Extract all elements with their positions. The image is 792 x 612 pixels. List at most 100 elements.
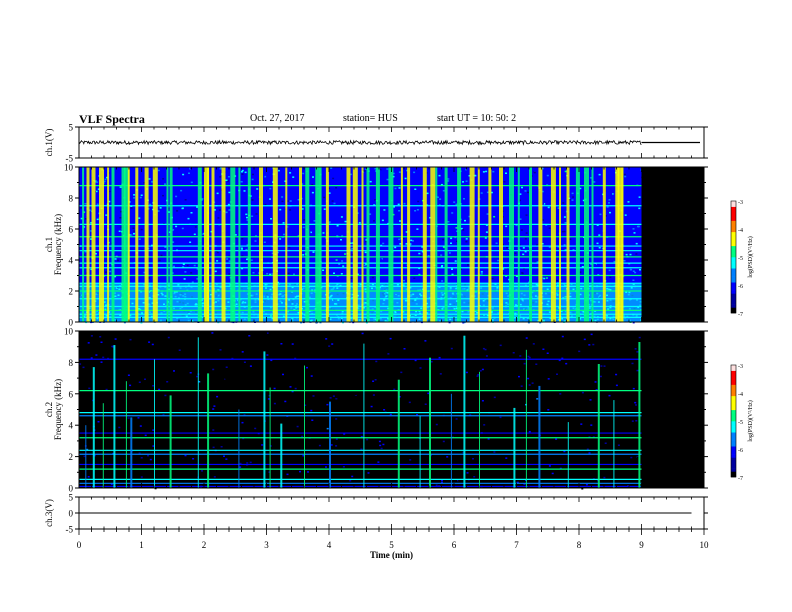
- colorbar-cell: [731, 384, 736, 388]
- waveform-ch1V: 5 -5 ch.1(V): [44, 123, 708, 164]
- colorbar-cell: [731, 449, 736, 453]
- burst: [529, 167, 532, 322]
- colorbar-tick-label: -6: [738, 284, 743, 290]
- station-label: station= HUS: [343, 113, 398, 124]
- colorbar-cell: [731, 454, 736, 458]
- burst: [166, 167, 169, 322]
- x-tick-label: 0: [77, 540, 82, 550]
- colorbar-cell: [731, 285, 736, 289]
- colorbar-tick-label: -6: [738, 448, 743, 454]
- colorbar-cell: [731, 245, 736, 249]
- burst: [207, 373, 210, 488]
- burst: [591, 167, 594, 322]
- burst: [221, 167, 226, 322]
- burst: [363, 343, 365, 488]
- colorbar-tick-label: -7: [738, 312, 743, 318]
- colorbar-tick-label: -4: [738, 228, 743, 234]
- colorbar-cell: [731, 398, 736, 402]
- burst: [538, 167, 543, 322]
- colorbar-cell: [731, 474, 736, 478]
- colorbar-cell: [731, 268, 736, 272]
- burst: [457, 167, 462, 322]
- burst: [91, 167, 96, 322]
- burst: [513, 407, 516, 488]
- start-time-label: start UT = 10: 50: 2: [437, 113, 517, 124]
- colorbar-cell: [731, 393, 736, 397]
- burst: [538, 385, 541, 488]
- burst: [444, 167, 448, 322]
- colorbar-tick-label: -3: [738, 200, 743, 206]
- burst: [329, 401, 331, 488]
- colorbar-cell: [731, 465, 736, 469]
- x-tick-label: 10: [700, 540, 710, 550]
- colorbar-frame: [730, 364, 737, 478]
- burst: [319, 167, 322, 322]
- burst: [121, 167, 126, 322]
- colorbar-cell: [731, 463, 736, 467]
- burst: [169, 395, 172, 488]
- colorbar-cell: [731, 307, 736, 311]
- x-tick-label: 8: [577, 540, 582, 550]
- colorbar-cell: [731, 254, 736, 258]
- x-tick-label: 5: [389, 540, 394, 550]
- burst: [419, 415, 421, 488]
- colorbar-cell: [731, 401, 736, 405]
- colorbar-cell: [731, 404, 736, 408]
- colorbar-cell: [731, 301, 736, 305]
- burst: [259, 167, 263, 322]
- horizontal-lines: [79, 358, 642, 488]
- y-tick-label: 4: [69, 421, 74, 431]
- burst: [584, 167, 589, 322]
- burst: [124, 167, 129, 322]
- burst: [407, 167, 411, 322]
- colorbar-cell: [731, 217, 736, 221]
- colorbar-cell: [731, 231, 736, 235]
- colorbar-cell: [731, 212, 736, 216]
- burst: [102, 403, 104, 488]
- colorbar-cell: [731, 429, 736, 433]
- burst: [204, 167, 209, 322]
- colorbar: -3 -4 -5 -6 -7 log(PSD)(V²/Hz): [730, 364, 754, 482]
- burst: [621, 167, 624, 322]
- y-tick-label: -5: [66, 154, 74, 164]
- burst: [429, 357, 431, 488]
- burst: [602, 167, 606, 322]
- no-data-region: [641, 167, 704, 322]
- colorbar-tick-label: -3: [738, 364, 743, 370]
- colorbar-cell: [731, 457, 736, 461]
- y-tick-label: 8: [69, 194, 74, 204]
- burst: [207, 167, 210, 322]
- burst: [247, 167, 251, 322]
- colorbar-frame: [730, 200, 737, 314]
- figure-title: VLF Spectra: [79, 112, 145, 126]
- burst: [238, 167, 241, 322]
- burst: [463, 335, 466, 488]
- colorbar-cell: [731, 387, 736, 391]
- burst: [130, 417, 133, 488]
- y-tick-label: 2: [69, 287, 74, 297]
- y-tick-label: 2: [69, 452, 74, 462]
- colorbar-cell: [731, 243, 736, 247]
- burst: [488, 167, 492, 322]
- colorbar-cell: [731, 446, 736, 450]
- y-axis-label: Frequency (kHz): [53, 214, 63, 275]
- x-tick-label: 9: [639, 540, 644, 550]
- burst: [509, 167, 514, 322]
- colorbar-cell: [731, 251, 736, 255]
- burst: [169, 167, 173, 322]
- burst: [388, 167, 394, 322]
- colorbar-cell: [731, 287, 736, 291]
- y-tick-label: -5: [66, 525, 74, 535]
- burst: [305, 167, 310, 322]
- colorbar-cell: [731, 226, 736, 230]
- y-tick-label: 5: [69, 123, 74, 133]
- burst: [597, 364, 600, 488]
- burst: [263, 351, 266, 488]
- burst: [238, 409, 240, 488]
- burst: [450, 393, 452, 488]
- x-tick-label: 1: [139, 540, 144, 550]
- burst: [82, 167, 85, 322]
- burst: [615, 167, 620, 322]
- burst: [477, 167, 480, 322]
- colorbar-cell: [731, 407, 736, 411]
